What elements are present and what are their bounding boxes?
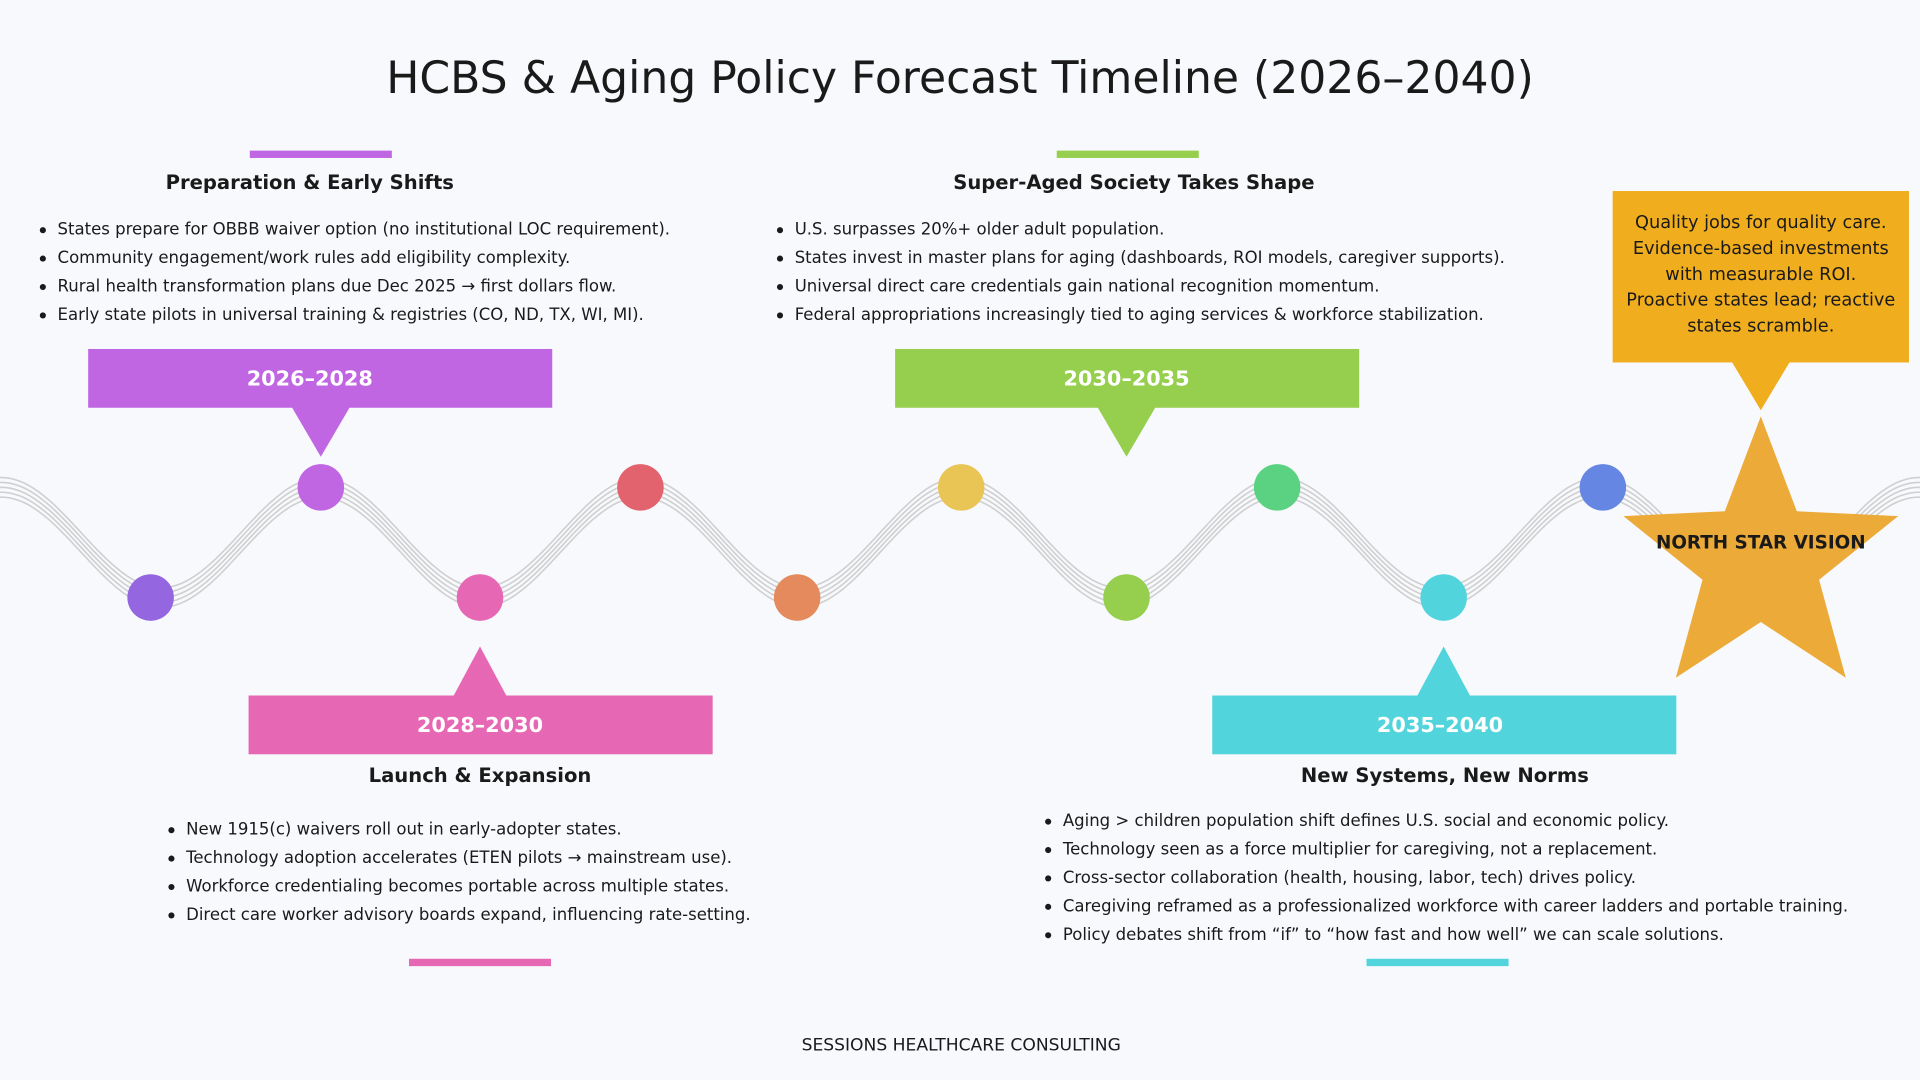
period-label: 2028–2030 [417,713,543,737]
accent-bar [249,150,392,158]
timeline-dot [1579,464,1627,511]
bullet-text: Policy debates shift from “if” to “how f… [1063,925,1724,944]
period-label: 2030–2035 [1063,367,1189,391]
bullet-text: States invest in master plans for aging … [795,248,1505,267]
period-pointer [1097,406,1156,457]
bullet-dot [776,255,784,262]
bullet-dot [168,912,175,919]
bullet-text: Caregiving reframed as a professionalize… [1063,896,1848,915]
accent-bar [408,958,552,967]
north-star-pointer [1731,361,1791,411]
period-pointer [291,406,351,457]
north-star-text: with measurable ROI. [1665,265,1856,285]
period-box [1212,695,1677,755]
timeline-dot [1420,574,1467,621]
period-pointer [453,646,507,697]
bullet-dot [776,312,784,319]
bullet-dot [39,255,46,262]
bullet-text: Technology adoption accelerates (ETEN pi… [185,848,732,867]
timeline-dot [1103,574,1150,621]
timeline-dot [127,574,174,621]
bullet-dot [168,827,175,834]
bullet-dot [776,227,784,234]
bullet-text: Direct care worker advisory boards expan… [186,905,751,924]
north-star-text: Quality jobs for quality care. [1635,213,1887,233]
bullet-text: Rural health transformation plans due De… [58,277,617,296]
bullet-dot [1045,875,1052,882]
bullet-text: Cross-sector collaboration (health, hous… [1063,868,1636,887]
bullet-text: Technology seen as a force multiplier fo… [1062,840,1657,859]
north-star-text: Evidence-based investments [1633,239,1889,259]
bullet-dot [39,227,46,234]
bullet-dot [1045,818,1052,825]
bullet-text: Federal appropriations increasingly tied… [795,305,1484,324]
period-box [248,695,713,755]
phase-heading: New Systems, New Norms [1301,764,1589,787]
bullet-text: States prepare for OBBB waiver option (n… [58,220,670,239]
north-star-text: states scramble. [1687,317,1834,337]
phase-heading: Launch & Expansion [369,764,592,787]
bullet-dot [39,312,46,319]
bullet-text: Community engagement/work rules add elig… [58,248,571,267]
period-pointer [1416,646,1471,697]
timeline-dot [773,574,821,621]
period-label: 2026–2028 [247,367,373,391]
period-box [895,348,1360,408]
phase-heading: Preparation & Early Shifts [166,171,454,194]
footer: SESSIONS HEALTHCARE CONSULTING [802,1036,1121,1056]
bullet-dot [776,283,784,291]
bullet-text: Early state pilots in universal training… [58,305,644,324]
bullet-dot [1045,846,1052,854]
accent-bar [1056,150,1199,158]
bullet-dot [1045,932,1052,939]
period-box [88,348,553,408]
north-star-box [1612,191,1909,363]
bullet-dot [1045,903,1052,910]
north-star [1623,416,1899,678]
north-star-label: NORTH STAR VISION [1656,533,1866,554]
bullet-dot [168,855,175,862]
title: HCBS & Aging Policy Forecast Timeline (2… [386,53,1534,104]
timeline-dot [1253,464,1301,511]
timeline-dot [297,464,345,511]
bullet-text: Universal direct care credentials gain n… [795,277,1380,296]
timeline-dot [937,464,985,511]
timeline-dot [617,464,664,511]
north-star-text: Proactive states lead; reactive [1626,291,1895,311]
bullet-text: Aging > children population shift define… [1063,811,1669,830]
bullet-dot [39,283,46,291]
accent-bar [1366,958,1509,967]
bullet-text: Workforce credentialing becomes portable… [186,877,729,896]
bullet-dot [168,883,175,891]
bullet-text: New 1915(c) waivers roll out in early-ad… [186,820,622,839]
timeline-dot [456,574,504,621]
period-label: 2035–2040 [1377,713,1503,737]
phase-heading: Super-Aged Society Takes Shape [953,171,1314,194]
bullet-text: U.S. surpasses 20%+ older adult populati… [795,220,1165,239]
